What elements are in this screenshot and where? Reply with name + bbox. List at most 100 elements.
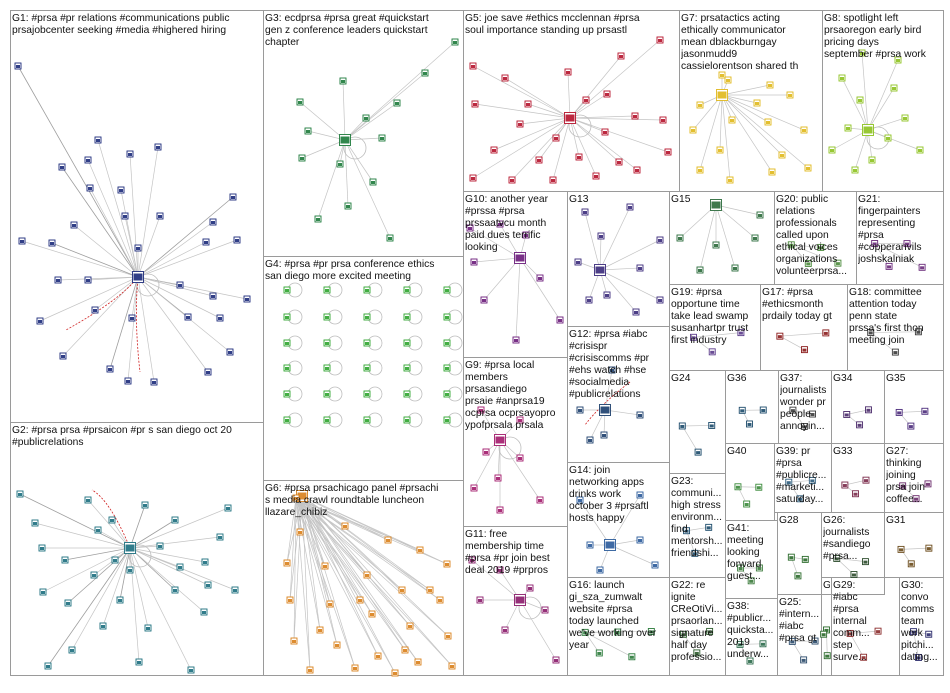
graph-node-avatar bbox=[158, 545, 162, 548]
graph-node bbox=[713, 242, 719, 248]
graph-node-avatar bbox=[231, 196, 235, 199]
graph-edge bbox=[791, 245, 838, 263]
graph-node-avatar bbox=[292, 640, 296, 643]
graph-node-avatar bbox=[92, 574, 96, 577]
graph-node bbox=[203, 239, 209, 245]
graph-edge bbox=[722, 85, 770, 95]
graph-node-avatar bbox=[96, 529, 100, 532]
graph-node bbox=[690, 127, 696, 133]
graph-node bbox=[629, 654, 635, 660]
graph-node-avatar bbox=[917, 656, 921, 659]
group-box-g23 bbox=[670, 474, 726, 578]
graph-node-avatar bbox=[770, 171, 774, 174]
graph-node bbox=[513, 337, 519, 343]
graph-node-avatar bbox=[893, 351, 897, 354]
graph-node bbox=[467, 225, 473, 231]
graph-node-avatar bbox=[325, 419, 329, 422]
graph-node bbox=[364, 314, 370, 320]
graph-node-avatar bbox=[730, 119, 734, 122]
graph-node-avatar bbox=[453, 41, 457, 44]
graph-node bbox=[477, 597, 483, 603]
graph-node-avatar bbox=[896, 59, 900, 62]
graph-node-avatar bbox=[386, 539, 390, 542]
graph-node bbox=[385, 537, 391, 543]
graph-node bbox=[915, 329, 921, 335]
graph-node-avatar bbox=[538, 499, 542, 502]
graph-node-avatar bbox=[405, 419, 409, 422]
group-box-g35 bbox=[885, 371, 944, 444]
graph-node-avatar bbox=[757, 486, 761, 489]
graph-node-avatar bbox=[778, 335, 782, 338]
graph-edge bbox=[302, 496, 418, 662]
graph-node bbox=[363, 115, 369, 121]
graph-node-avatar bbox=[873, 242, 877, 245]
graph-node-avatar bbox=[445, 316, 449, 319]
graph-node bbox=[515, 595, 526, 606]
graph-node-avatar bbox=[594, 175, 598, 178]
graph-node-avatar bbox=[134, 274, 143, 281]
graph-node bbox=[872, 240, 878, 246]
graph-node-avatar bbox=[298, 531, 302, 534]
graph-node-avatar bbox=[478, 599, 482, 602]
graph-node bbox=[444, 287, 450, 293]
graph-node bbox=[284, 391, 290, 397]
graph-node bbox=[869, 157, 875, 163]
graph-node-avatar bbox=[123, 215, 127, 218]
graph-edge bbox=[850, 633, 863, 657]
graph-node-avatar bbox=[905, 243, 909, 246]
graph-node-avatar bbox=[796, 575, 800, 578]
graph-node-avatar bbox=[46, 665, 50, 668]
graph-edge bbox=[600, 207, 630, 270]
graph-node bbox=[634, 167, 640, 173]
graph-node-avatar bbox=[338, 163, 342, 166]
graph-node bbox=[118, 187, 124, 193]
graph-node-avatar bbox=[596, 267, 605, 274]
graph-node bbox=[495, 435, 506, 446]
graph-edge bbox=[791, 245, 821, 248]
graph-node bbox=[472, 101, 478, 107]
graph-node bbox=[600, 405, 611, 416]
graph-node bbox=[694, 650, 700, 656]
graph-node bbox=[891, 85, 897, 91]
graph-node-avatar bbox=[518, 419, 522, 422]
graph-node-avatar bbox=[18, 493, 22, 496]
graph-edge bbox=[570, 116, 635, 118]
graph-node-avatar bbox=[365, 393, 369, 396]
graph-node-avatar bbox=[41, 591, 45, 594]
graph-node-avatar bbox=[835, 557, 839, 560]
graph-node-avatar bbox=[470, 559, 474, 562]
graph-edge bbox=[296, 498, 430, 590]
graph-edge bbox=[580, 500, 610, 545]
graph-node-avatar bbox=[630, 656, 634, 659]
graph-node bbox=[797, 496, 803, 502]
graph-node bbox=[297, 99, 303, 105]
graph-edge bbox=[130, 505, 145, 548]
graph-node-avatar bbox=[405, 367, 409, 370]
graph-node bbox=[926, 631, 932, 637]
graph-node bbox=[553, 135, 559, 141]
graph-node-avatar bbox=[306, 130, 310, 133]
graph-node-avatar bbox=[365, 574, 369, 577]
graph-node bbox=[767, 82, 773, 88]
graph-node-avatar bbox=[578, 499, 582, 502]
graph-node-avatar bbox=[33, 522, 37, 525]
group-box-g24 bbox=[670, 371, 726, 474]
graph-node-avatar bbox=[869, 331, 873, 334]
graph-edge bbox=[138, 240, 237, 277]
graph-node bbox=[364, 365, 370, 371]
graph-node-avatar bbox=[605, 93, 609, 96]
graph-node bbox=[748, 578, 754, 584]
graph-node bbox=[85, 277, 91, 283]
graph-node-avatar bbox=[288, 599, 292, 602]
group-box-g19 bbox=[670, 285, 761, 371]
graph-node-avatar bbox=[408, 625, 412, 628]
group-box-g41 bbox=[726, 521, 778, 599]
graph-node-avatar bbox=[927, 547, 931, 550]
graph-node bbox=[444, 314, 450, 320]
graph-node bbox=[324, 391, 330, 397]
graph-node-avatar bbox=[780, 154, 784, 157]
graph-node bbox=[618, 53, 624, 59]
group-box-g29 bbox=[832, 578, 900, 676]
graph-node-avatar bbox=[298, 101, 302, 104]
graph-node-avatar bbox=[316, 218, 320, 221]
